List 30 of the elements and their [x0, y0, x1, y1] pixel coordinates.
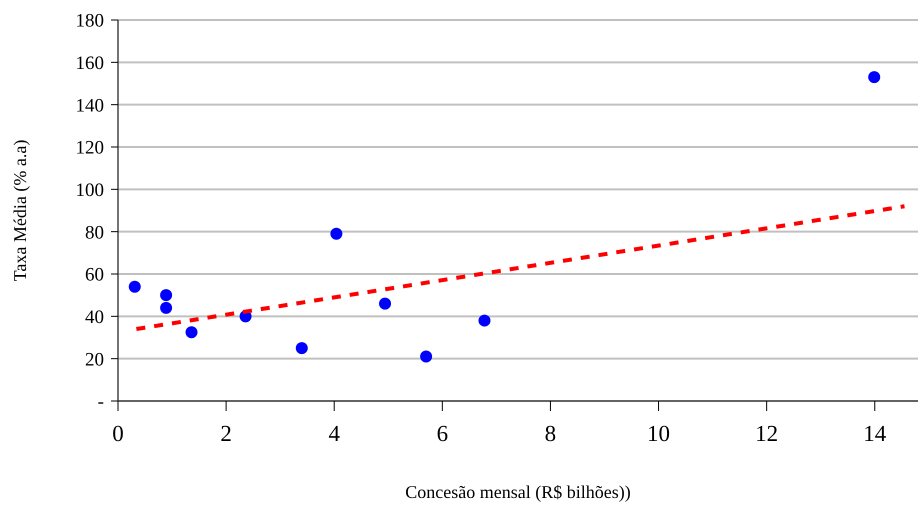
x-tick-label: 2 [220, 421, 232, 446]
point [420, 350, 432, 363]
y-tick-label: 60 [85, 264, 104, 286]
x-tick-label: 14 [863, 421, 887, 446]
point [478, 314, 490, 327]
y-tick-label: 140 [76, 95, 104, 116]
point [868, 71, 880, 84]
y-tick-label: 160 [76, 52, 104, 74]
x-tick-label: 4 [328, 421, 340, 446]
y-tick-label: 40 [85, 306, 104, 328]
x-tick-label: 12 [755, 421, 778, 446]
point [330, 228, 342, 240]
x-tick-label: 0 [112, 421, 124, 446]
point [186, 326, 198, 338]
y-axis-title: Taxa Média (% a.a) [10, 140, 30, 282]
x-tick-label: 10 [647, 421, 670, 446]
y-tick-label: - [98, 392, 104, 413]
point [128, 280, 141, 293]
point [379, 298, 392, 310]
y-tick-label: 100 [76, 180, 104, 201]
point [160, 302, 172, 314]
y-tick-label: 120 [76, 138, 104, 159]
y-tick-label: 80 [85, 222, 104, 244]
x-axis-title: Concesão mensal (R$ bilhões)) [405, 482, 631, 502]
point [160, 289, 172, 302]
point [296, 342, 308, 354]
y-tick-label: 180 [76, 10, 104, 32]
x-tick-label: 6 [436, 421, 448, 446]
y-tick-label: 20 [85, 349, 104, 370]
x-tick-label: 8 [544, 421, 556, 446]
